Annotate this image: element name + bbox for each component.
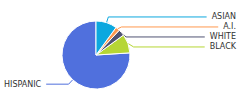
svg-text:BLACK: BLACK — [210, 42, 237, 51]
svg-text:WHITE: WHITE — [210, 32, 236, 41]
svg-text:A.I.: A.I. — [223, 22, 236, 31]
svg-text:ASIAN: ASIAN — [212, 12, 236, 21]
svg-text:HISPANIC: HISPANIC — [4, 80, 42, 89]
